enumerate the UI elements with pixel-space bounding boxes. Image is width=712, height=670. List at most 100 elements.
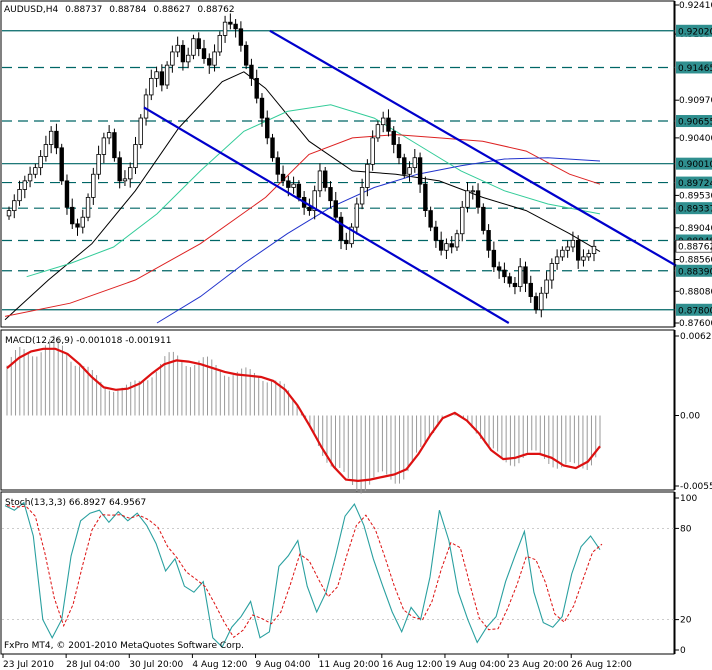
candle-body [359, 187, 365, 205]
time-axis-label: 30 Jul 20:00 [129, 660, 183, 670]
candle-body [222, 21, 228, 36]
candle-body [433, 226, 439, 241]
candle-body [475, 190, 481, 208]
price-level-tag [676, 202, 712, 215]
candle-body [491, 249, 497, 268]
price-level-tag-label: 0.88390 [678, 267, 712, 277]
candle-body [565, 246, 570, 251]
price-level-tag [676, 303, 712, 316]
macd-plot [6, 335, 601, 494]
candle-body [270, 137, 275, 159]
macd-signal-line [6, 347, 601, 483]
macd-axis-label: -0.00550 [680, 482, 712, 492]
candle-body [539, 292, 544, 311]
candle-body [217, 35, 223, 53]
candle-body [149, 77, 154, 96]
candle-body [96, 154, 101, 175]
candle-body [354, 203, 360, 228]
candle-body [48, 130, 54, 145]
open-value: 0.88737 [65, 5, 102, 15]
moving-average-line-green [26, 104, 601, 278]
candle-body [233, 23, 238, 30]
candle-body [296, 183, 302, 198]
candle-body [586, 253, 591, 258]
candle-body [333, 200, 338, 218]
price-level-tag [676, 115, 712, 128]
candle-body [17, 189, 22, 202]
symbol-label: AUDUSD,H4 [4, 5, 59, 15]
candle-body [465, 190, 470, 208]
price-level-tag [676, 176, 712, 189]
candle-body [375, 124, 381, 139]
stoch-axis-label: 0 [680, 646, 686, 656]
price-level-tag [675, 239, 712, 253]
candle-body [238, 28, 244, 46]
time-axis-label: 9 Aug 04:00 [256, 660, 311, 670]
candle-body [33, 167, 38, 175]
stoch-axis-label: 100 [680, 494, 697, 504]
candle-body [91, 173, 96, 198]
candle-body [27, 173, 33, 182]
candle-body [185, 54, 191, 63]
candle-body [417, 157, 423, 185]
candle-body [423, 183, 428, 212]
candle-body [481, 206, 486, 231]
candle-body [581, 256, 586, 261]
price-level-tag [676, 157, 712, 170]
candle-body [170, 51, 175, 66]
price-level-tag-label: 0.87800 [678, 306, 712, 316]
candle-body [159, 71, 165, 86]
candle-body [243, 44, 249, 66]
candle-body [338, 216, 344, 241]
candle-body [380, 117, 386, 126]
price-panel-title: AUDUSD,H4 0.88737 0.88784 0.88627 0.8876… [4, 5, 235, 15]
candle-body [254, 77, 259, 99]
candle-body [228, 21, 233, 25]
low-value: 0.88627 [153, 5, 190, 15]
candle-body [470, 190, 475, 193]
trend-channel-line [143, 106, 510, 324]
price-level-tag-label: 0.89724 [678, 179, 712, 189]
time-axis-label: 4 Aug 12:00 [192, 660, 247, 670]
price-plot [2, 13, 679, 324]
candle-body [591, 245, 597, 254]
candle-body [438, 239, 444, 251]
candle-body [80, 216, 85, 228]
candle-body [307, 206, 312, 212]
stoch-main-line [4, 501, 601, 648]
candle-body [22, 180, 28, 190]
candle-body [275, 157, 280, 175]
candle-body [280, 173, 286, 182]
copyright-text: FxPro MT4, © 2001-2010 MetaQuotes Softwa… [4, 641, 244, 651]
candle-body [407, 167, 412, 175]
candle-body [496, 266, 502, 271]
price-level-tag-label: 0.89337 [678, 205, 712, 215]
candle-body [207, 58, 212, 66]
candle-body [85, 196, 91, 218]
candle-body [507, 276, 512, 284]
candle-body [154, 71, 159, 79]
price-level-tag-label: 0.90655 [678, 118, 712, 128]
candle-body [412, 157, 418, 169]
candle-body [70, 206, 75, 225]
candle-body [402, 157, 407, 175]
candle-body [323, 170, 328, 188]
candle-body [454, 233, 460, 248]
time-axis-label: 19 Aug 04:00 [445, 660, 506, 670]
candle-body [6, 210, 12, 217]
candle-body [12, 200, 17, 212]
candle-body [101, 137, 107, 155]
candle-body [518, 266, 523, 288]
candle-body [38, 155, 43, 169]
price-level-tag-label: 0.92020 [678, 27, 712, 37]
candle-body [370, 137, 375, 165]
candle-body [449, 243, 454, 248]
macd-panel-frame [0, 329, 675, 491]
